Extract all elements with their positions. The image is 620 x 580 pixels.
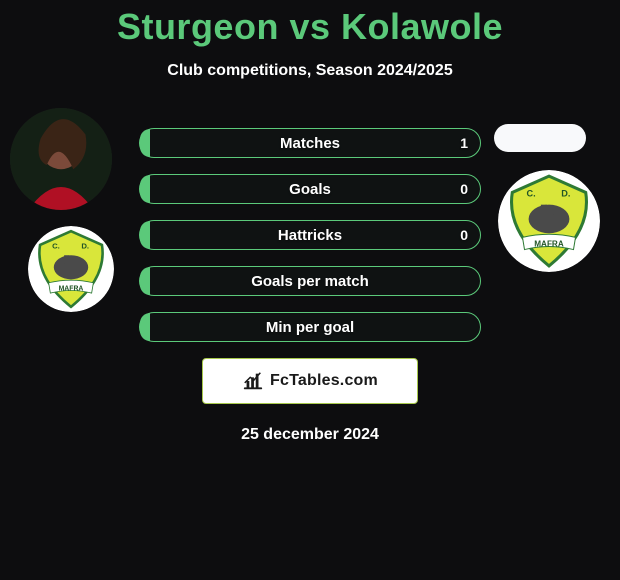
avatar-placeholder-icon bbox=[10, 108, 112, 210]
title-separator: vs bbox=[289, 6, 330, 47]
subtitle: Club competitions, Season 2024/2025 bbox=[0, 62, 620, 80]
player-right-name: Kolawole bbox=[341, 6, 503, 47]
stat-fill bbox=[140, 313, 150, 341]
svg-text:MAFRA: MAFRA bbox=[534, 240, 564, 249]
stat-row: Goals 0 bbox=[139, 174, 481, 204]
stat-row: Min per goal bbox=[139, 312, 481, 342]
brand-text: FcTables.com bbox=[270, 372, 378, 390]
svg-text:MAFRA: MAFRA bbox=[59, 286, 84, 293]
stat-row: Matches 1 bbox=[139, 128, 481, 158]
brand-box[interactable]: FcTables.com bbox=[202, 358, 418, 404]
stats-list: Matches 1 Goals 0 Hattricks 0 Goals per match M… bbox=[139, 128, 481, 342]
svg-text:C.: C. bbox=[52, 241, 60, 250]
stat-row: Goals per match bbox=[139, 266, 481, 296]
chart-bars-icon bbox=[242, 370, 264, 392]
stat-value-right: 0 bbox=[460, 227, 468, 243]
player-left-name: Sturgeon bbox=[117, 6, 279, 47]
stat-label: Min per goal bbox=[266, 319, 354, 336]
svg-text:D.: D. bbox=[81, 241, 89, 250]
svg-text:C.: C. bbox=[527, 189, 536, 199]
player-left-avatar bbox=[10, 108, 112, 210]
player-left-club-badge: C. D. MAFRA bbox=[28, 226, 114, 312]
stat-label: Matches bbox=[280, 135, 340, 152]
club-shield-icon: C. D. MAFRA bbox=[28, 226, 114, 312]
stat-label: Hattricks bbox=[278, 227, 342, 244]
svg-text:D.: D. bbox=[561, 189, 570, 199]
club-shield-icon: C. D. MAFRA bbox=[498, 170, 600, 272]
player-right-club-badge: C. D. MAFRA bbox=[498, 170, 600, 272]
stat-fill bbox=[140, 175, 150, 203]
stat-value-right: 0 bbox=[460, 181, 468, 197]
stat-fill bbox=[140, 129, 150, 157]
stat-fill bbox=[140, 267, 150, 295]
page-title: Sturgeon vs Kolawole bbox=[0, 0, 620, 48]
stat-label: Goals bbox=[289, 181, 331, 198]
stat-fill bbox=[140, 221, 150, 249]
infographic-date: 25 december 2024 bbox=[0, 426, 620, 444]
stat-row: Hattricks 0 bbox=[139, 220, 481, 250]
stat-value-right: 1 bbox=[460, 135, 468, 151]
player-right-flag bbox=[494, 124, 586, 152]
stat-label: Goals per match bbox=[251, 273, 369, 290]
